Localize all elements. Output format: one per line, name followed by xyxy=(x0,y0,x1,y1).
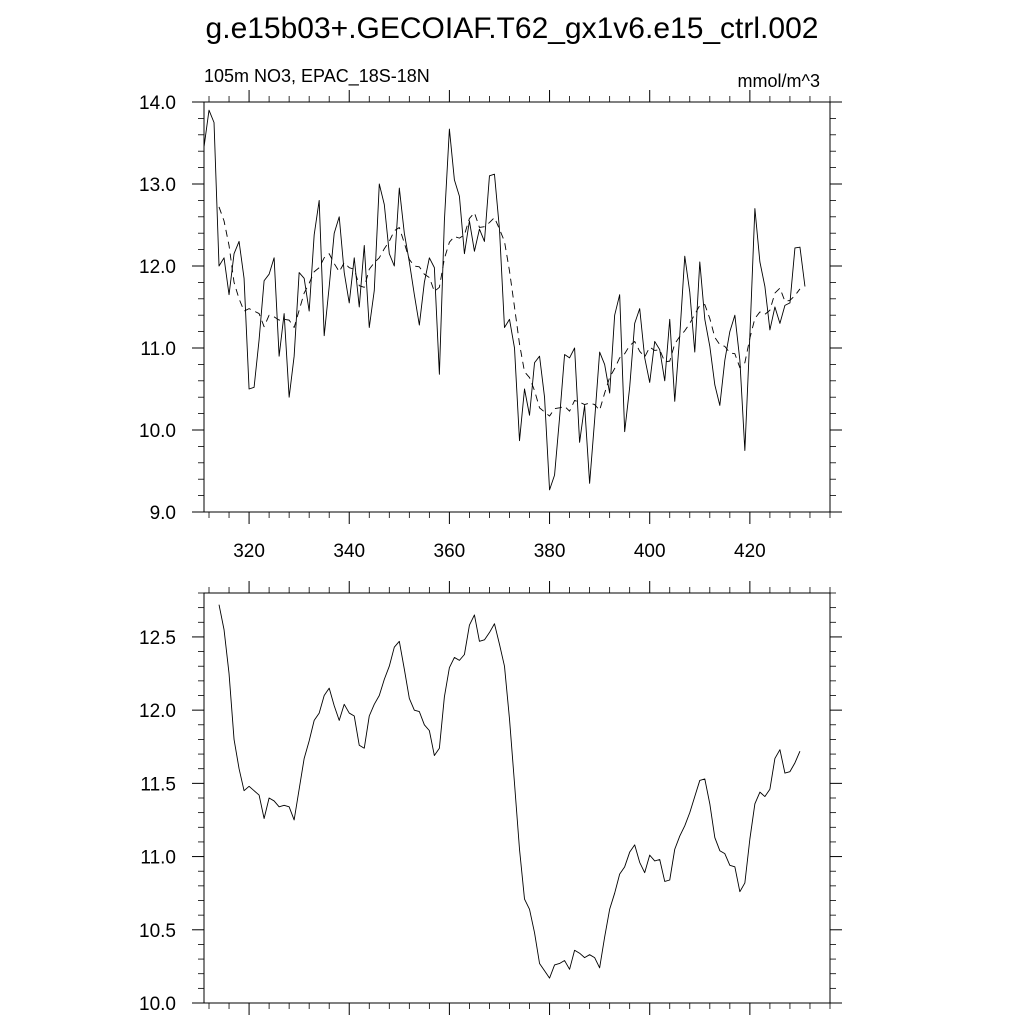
y-tick-label: 12.5 xyxy=(139,628,176,649)
chart-panel-1: 320 340 360 380 400 420 9.0 10.0 11.0 12.0 13.0 14.… xyxy=(139,66,842,562)
y-tick-label: 10.0 xyxy=(139,421,176,442)
y-tick-label: 13.0 xyxy=(139,175,176,196)
y-tick-label: 9.0 xyxy=(150,503,176,524)
series-line-solid xyxy=(218,604,801,979)
x-tick-label: 360 xyxy=(434,541,466,562)
y-tick-label: 14.0 xyxy=(139,93,176,114)
y-tick-label: 11.5 xyxy=(140,774,176,795)
x-tick-label: 400 xyxy=(634,541,666,562)
series-line-dashed xyxy=(218,206,801,417)
y-tick-label: 11.0 xyxy=(140,848,176,869)
chart-panel-2: 10.0 10.5 11.0 11.5 12.0 12.5 xyxy=(139,581,842,1015)
x-tick-label: 340 xyxy=(333,541,365,562)
y-tick-label: 10.5 xyxy=(139,921,176,942)
x-tick-label: 320 xyxy=(233,541,265,562)
x-tick-label: 380 xyxy=(534,541,566,562)
panel-left-label: 105m NO3, EPAC_18S-18N xyxy=(204,66,430,87)
y-tick-label: 11.0 xyxy=(140,339,176,360)
panel-right-label: mmol/m^3 xyxy=(738,71,820,91)
chart-title: g.e15b03+.GECOIAF.T62_gx1v6.e15_ctrl.002 xyxy=(206,12,819,45)
x-tick-label: 420 xyxy=(734,541,766,562)
y-tick-label: 12.0 xyxy=(139,701,176,722)
plot-frame xyxy=(203,101,831,513)
series-line-solid xyxy=(203,109,806,491)
y-tick-label: 12.0 xyxy=(139,257,176,278)
y-tick-label: 10.0 xyxy=(139,994,176,1015)
